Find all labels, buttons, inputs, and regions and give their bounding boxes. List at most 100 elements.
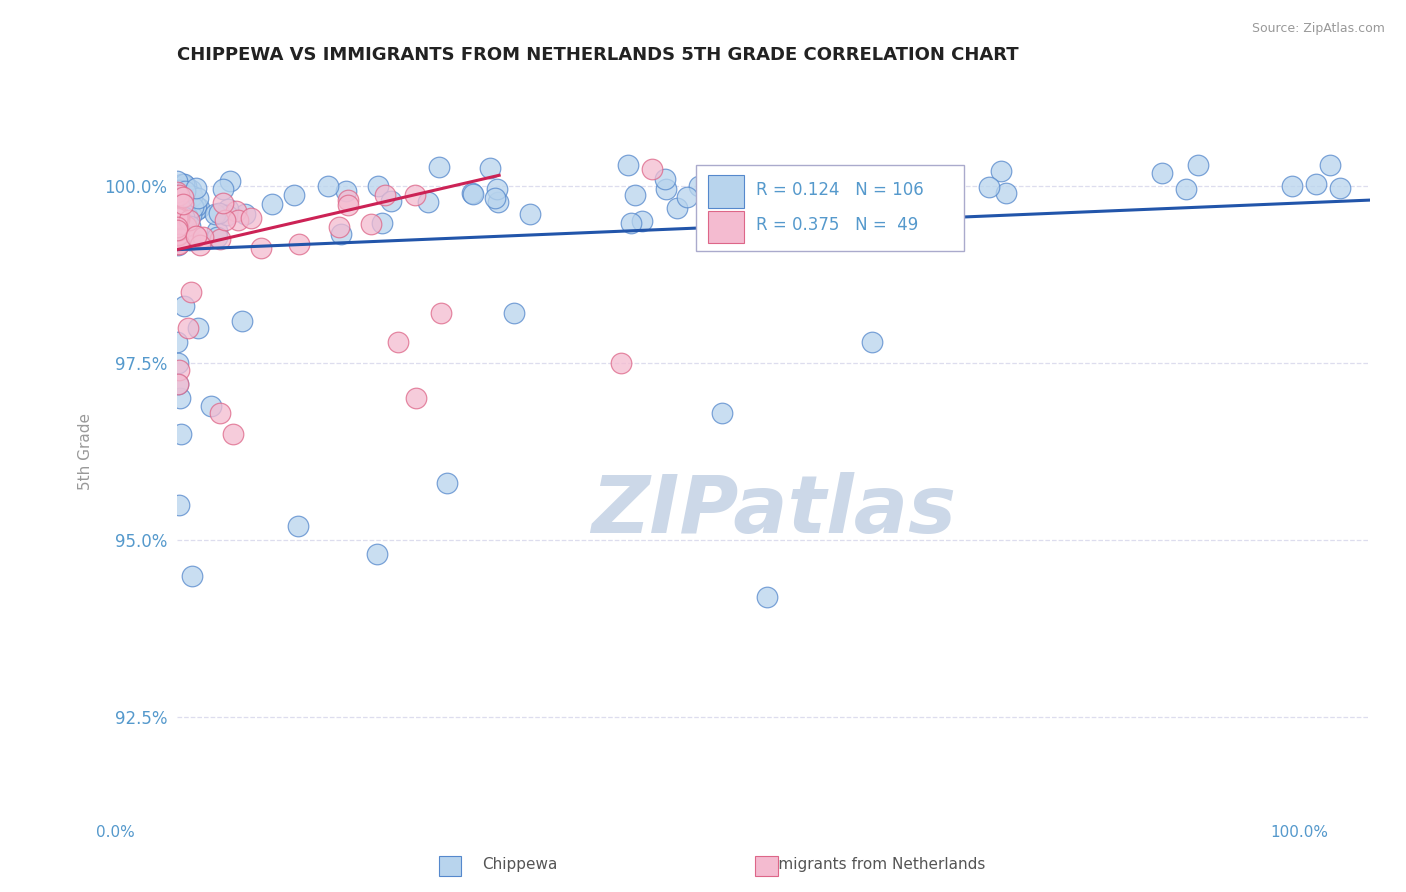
Point <box>184 198 207 212</box>
Point <box>166 186 188 200</box>
Point <box>169 188 191 202</box>
Point <box>239 211 262 225</box>
Point <box>1329 181 1351 195</box>
Point <box>977 180 1000 194</box>
Point <box>166 193 188 207</box>
Point <box>814 207 837 221</box>
Point <box>755 590 778 604</box>
Point <box>631 214 654 228</box>
Point <box>617 158 640 172</box>
Point <box>1281 178 1303 193</box>
Point <box>1319 158 1341 172</box>
Point <box>336 198 359 212</box>
Point <box>174 218 197 232</box>
Point <box>655 182 678 196</box>
Point <box>231 313 253 327</box>
Point <box>503 306 526 320</box>
Point <box>283 188 305 202</box>
Point <box>641 161 664 176</box>
Point <box>167 363 190 377</box>
Point <box>167 210 190 224</box>
Point <box>166 237 188 252</box>
Point <box>173 199 195 213</box>
Point <box>1187 158 1209 172</box>
Point <box>173 211 195 225</box>
Point <box>166 202 188 217</box>
Point <box>233 207 256 221</box>
Point <box>167 237 190 252</box>
Point <box>214 213 236 227</box>
Point <box>219 174 242 188</box>
Point <box>176 219 198 234</box>
Point <box>990 164 1012 178</box>
Point <box>405 392 427 406</box>
Text: Source: ZipAtlas.com: Source: ZipAtlas.com <box>1251 22 1385 36</box>
Point <box>610 356 633 370</box>
Point <box>176 179 198 194</box>
Point <box>188 202 211 216</box>
Point <box>183 201 205 215</box>
Point <box>380 194 402 209</box>
Point <box>620 216 643 230</box>
Point <box>170 178 193 192</box>
Point <box>288 236 311 251</box>
Point <box>180 285 202 300</box>
Point <box>994 186 1017 201</box>
Point <box>486 194 509 209</box>
Point <box>166 237 188 252</box>
Text: R = 0.375   N =  49: R = 0.375 N = 49 <box>755 217 918 235</box>
Point <box>461 186 484 200</box>
Point <box>519 206 541 220</box>
Text: CHIPPEWA VS IMMIGRANTS FROM NETHERLANDS 5TH GRADE CORRELATION CHART: CHIPPEWA VS IMMIGRANTS FROM NETHERLANDS … <box>177 46 1019 64</box>
Point <box>179 206 201 220</box>
Point <box>166 334 188 349</box>
Point <box>166 228 188 243</box>
Point <box>172 197 194 211</box>
Point <box>169 498 191 512</box>
Text: 0.0%: 0.0% <box>96 825 135 840</box>
Point <box>212 182 235 196</box>
Point <box>335 185 357 199</box>
Point <box>187 320 209 334</box>
Point <box>181 568 204 582</box>
Point <box>180 182 202 196</box>
Point <box>167 210 190 224</box>
Point <box>166 211 188 226</box>
Point <box>360 217 382 231</box>
Text: R = 0.124   N = 106: R = 0.124 N = 106 <box>755 181 924 199</box>
Point <box>184 229 207 244</box>
Point <box>179 219 201 234</box>
Point <box>699 205 721 219</box>
Point <box>654 172 676 186</box>
Bar <box>707 211 744 244</box>
Point <box>166 185 188 199</box>
Point <box>169 209 191 223</box>
Point <box>430 306 453 320</box>
Point <box>387 334 409 349</box>
Point <box>200 399 222 413</box>
Point <box>222 426 245 441</box>
FancyBboxPatch shape <box>696 165 965 251</box>
Point <box>1305 177 1327 191</box>
Point <box>204 206 226 220</box>
Point <box>166 204 188 219</box>
Point <box>179 234 201 248</box>
Point <box>484 190 506 204</box>
Point <box>371 216 394 230</box>
Point <box>486 182 509 196</box>
Point <box>167 377 190 392</box>
Point <box>1150 165 1173 179</box>
Point <box>207 206 229 220</box>
Point <box>287 519 309 533</box>
Point <box>174 184 197 198</box>
Y-axis label: 5th Grade: 5th Grade <box>79 413 93 490</box>
Point <box>176 209 198 223</box>
Point <box>211 196 233 211</box>
Point <box>167 209 190 223</box>
Point <box>711 406 734 420</box>
Point <box>184 181 207 195</box>
Point <box>176 320 198 334</box>
Point <box>181 200 204 214</box>
Point <box>209 406 232 420</box>
Point <box>169 392 191 406</box>
